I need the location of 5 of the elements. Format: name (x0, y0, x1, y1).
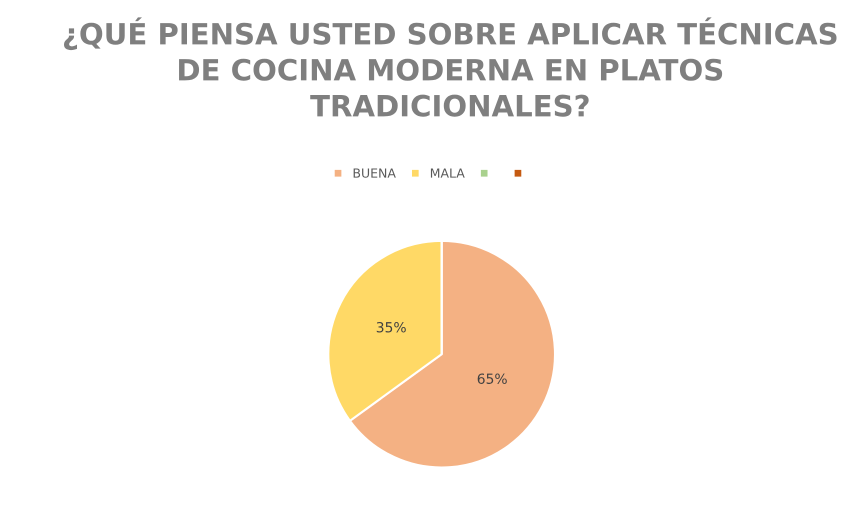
data-label: 65% (478, 373, 507, 384)
legend-label: BUENA (354, 168, 396, 178)
data-label: 35% (376, 322, 406, 332)
chart-title: ¿QUÉ PIENSA USTED SOBRE APLICAR TÉCNICAS DE COCINA MODERNA EN PLATOS TRADICIONALES? (64, 17, 837, 117)
legend-label: MALA (430, 168, 465, 178)
